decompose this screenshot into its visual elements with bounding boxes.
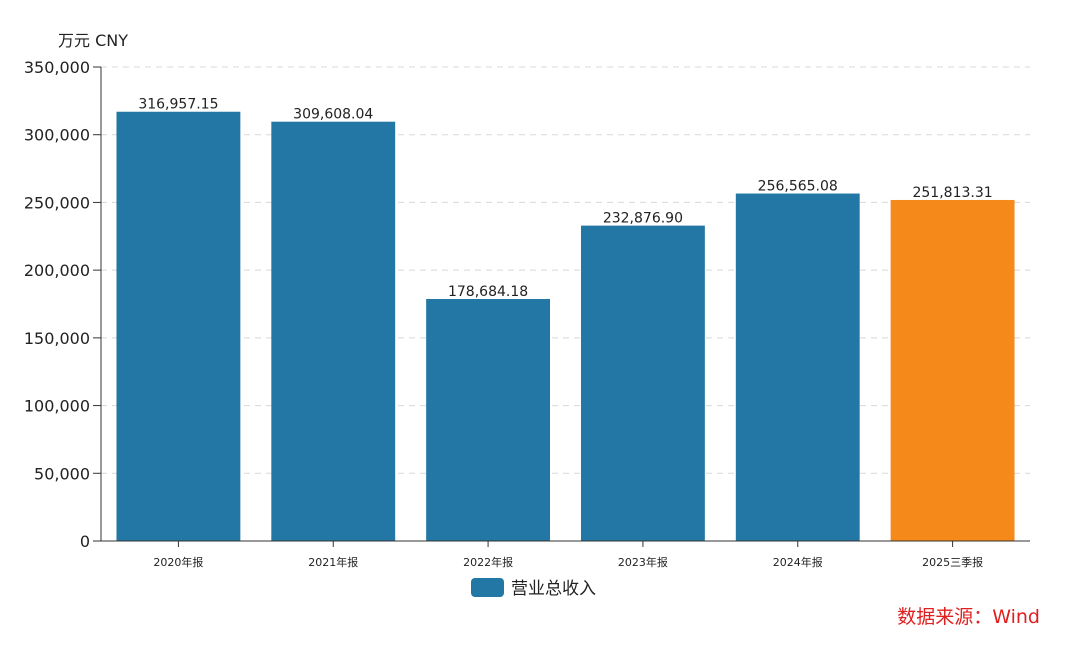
bar <box>116 111 241 542</box>
y-axis-ticks: 0 50,000 100,000 150,000 200,000 250,000 300,0… <box>24 58 101 551</box>
bar <box>426 299 551 541</box>
data-label: 316,957.15 <box>138 97 218 113</box>
data-label: 256,565.08 <box>758 179 838 195</box>
data-label: 251,813.31 <box>912 185 992 201</box>
bar <box>271 121 396 541</box>
x-tick-label: 2022年报 <box>463 555 513 569</box>
y-tick-label: 100,000 <box>24 397 90 416</box>
y-tick-label: 200,000 <box>24 261 90 280</box>
y-tick-label: 50,000 <box>34 464 90 483</box>
bar <box>580 225 705 541</box>
y-tick-label: 150,000 <box>24 329 90 348</box>
bar <box>890 199 1015 541</box>
y-tick-label: 300,000 <box>24 126 90 145</box>
x-tick-label: 2025三季报 <box>922 555 983 569</box>
data-label: 309,608.04 <box>293 107 373 123</box>
source-note: 数据来源：Wind <box>897 606 1040 628</box>
legend-swatch <box>471 578 504 597</box>
x-tick-label: 2020年报 <box>153 555 203 569</box>
bars <box>116 111 1015 542</box>
y-tick-label: 250,000 <box>24 193 90 212</box>
x-tick-label: 2021年报 <box>308 555 358 569</box>
x-tick-label: 2024年报 <box>773 555 823 569</box>
bar <box>735 193 860 541</box>
legend[interactable]: 营业总收入 <box>471 578 596 599</box>
y-tick-label: 0 <box>80 532 90 551</box>
data-labels: 316,957.15 309,608.04 178,684.18 232,876.90… <box>138 97 992 300</box>
y-axis-unit-label: 万元 CNY <box>58 31 128 50</box>
x-axis-ticks: 2020年报 2021年报 2022年报 2023年报 2024年报 2025三季报 <box>153 541 983 569</box>
legend-label: 营业总收入 <box>511 579 596 599</box>
grid-lines <box>101 66 1030 474</box>
y-tick-label: 350,000 <box>24 58 90 77</box>
x-tick-label: 2023年报 <box>618 555 668 569</box>
data-label: 232,876.90 <box>603 211 683 227</box>
data-label: 178,684.18 <box>448 284 528 300</box>
